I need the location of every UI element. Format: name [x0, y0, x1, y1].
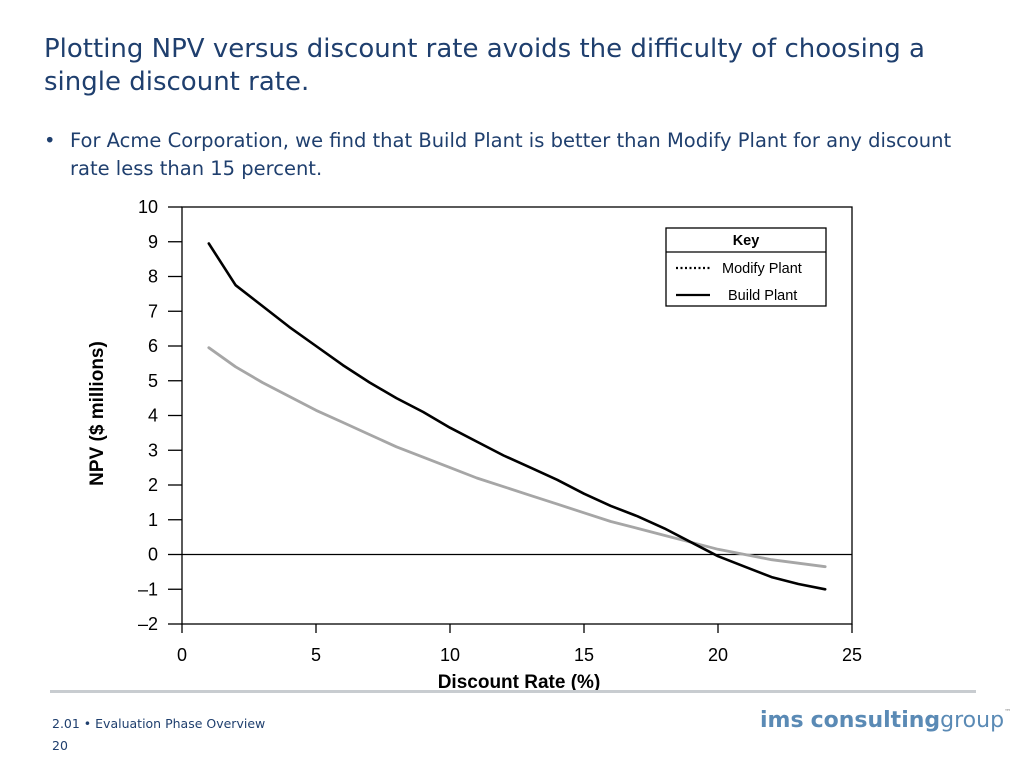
- logo-trademark: ™: [1004, 708, 1012, 716]
- y-tick-label: 3: [148, 440, 158, 460]
- x-tick-label: 5: [311, 645, 321, 665]
- y-tick-label: 9: [148, 232, 158, 252]
- footer-divider: [50, 690, 976, 693]
- series-build-plant-line: [207, 242, 827, 591]
- x-tick-label: 15: [574, 645, 594, 665]
- y-tick-label: 4: [148, 406, 158, 426]
- x-tick-label: 20: [708, 645, 728, 665]
- bullet-symbol: •: [44, 129, 56, 152]
- bullet-text: For Acme Corporation, we find that Build…: [70, 129, 952, 180]
- footer-section-label: 2.01 • Evaluation Phase Overview: [52, 716, 266, 731]
- y-axis-title: NPV ($ millions): [87, 341, 108, 486]
- logo-part-ims: ims: [760, 708, 804, 733]
- x-tick-label: 25: [842, 645, 862, 665]
- legend-title: Key: [733, 233, 760, 249]
- logo-part-group: group: [940, 708, 1005, 733]
- legend-box: [665, 227, 827, 307]
- y-tick-label: –1: [138, 579, 158, 599]
- logo-part-consulting: consulting: [810, 708, 941, 733]
- series-modify-plant-line: [207, 346, 827, 569]
- y-tick-label: 10: [138, 197, 158, 217]
- legend-entry-label: Build Plant: [728, 288, 797, 304]
- x-tick-label: 0: [177, 645, 187, 665]
- legend-entry-label: Modify Plant: [722, 261, 802, 277]
- page-number: 20: [52, 738, 68, 753]
- y-tick-label: 6: [148, 336, 158, 356]
- y-tick-label: 2: [148, 475, 158, 495]
- x-tick-label: 10: [440, 645, 460, 665]
- y-tick-label: 0: [148, 545, 158, 565]
- y-tick-label: –2: [138, 614, 158, 634]
- y-tick-label: 1: [148, 510, 158, 530]
- y-tick-label: 7: [148, 301, 158, 321]
- company-logo: ims consultinggroup™: [760, 708, 1011, 733]
- y-tick-label: 8: [148, 267, 158, 287]
- slide-title: Plotting NPV versus discount rate avoids…: [44, 34, 925, 97]
- x-axis-title: Discount Rate (%): [438, 672, 601, 693]
- y-tick-label: 5: [148, 371, 158, 391]
